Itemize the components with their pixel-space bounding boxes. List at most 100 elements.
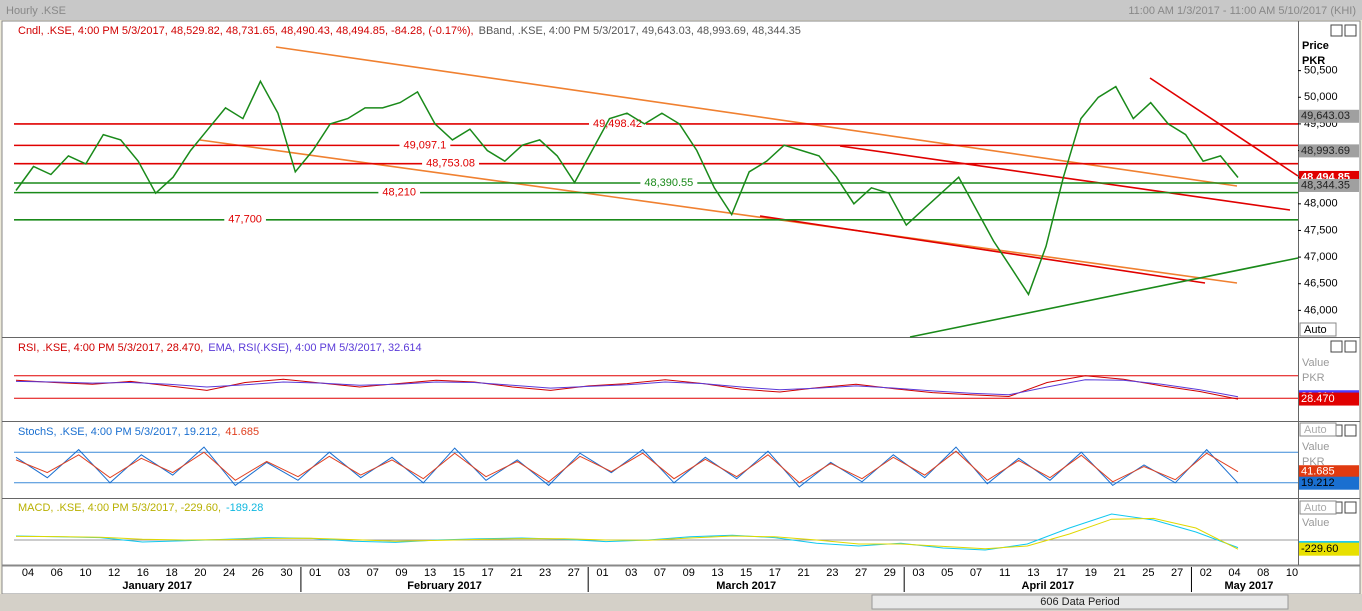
y-tick-label: 46,000 <box>1304 304 1338 316</box>
window-title: Hourly .KSE <box>6 5 66 17</box>
scroll-thumb[interactable] <box>871 594 1289 610</box>
month-label: February 2017 <box>407 580 482 592</box>
legend-text: StochS, .KSE, 4:00 PM 5/3/2017, 19.212, <box>18 426 220 438</box>
series-line <box>15 79 1239 297</box>
x-tick-label: 15 <box>453 567 465 579</box>
level-label-bg <box>224 213 266 226</box>
legend-text: EMA, RSI(.KSE), 4:00 PM 5/3/2017, 32.614 <box>208 342 421 354</box>
x-tick-label: 16 <box>137 567 149 579</box>
month-label: January 2017 <box>122 580 192 592</box>
value-marker <box>1299 144 1359 158</box>
level-label-bg <box>640 177 698 190</box>
axis-title: PKR <box>1302 456 1325 468</box>
x-tick-label: 17 <box>482 567 494 579</box>
x-tick-label: 26 <box>252 567 264 579</box>
x-tick-label: 03 <box>625 567 637 579</box>
axis-title: PKR <box>1302 372 1325 384</box>
x-tick-label: 23 <box>826 567 838 579</box>
value-marker <box>1299 465 1359 479</box>
x-tick-label: 06 <box>51 567 63 579</box>
panel-dividers <box>2 21 1360 565</box>
value-marker-label: 48,344.35 <box>1301 179 1350 191</box>
scroll-label: 606 Data Period <box>1040 596 1120 608</box>
y-tick-label: 50,500 <box>1304 65 1338 77</box>
value-marker <box>1299 109 1359 123</box>
value-marker <box>1299 392 1359 406</box>
value-marker-label: 19.212 <box>1301 477 1335 489</box>
auto-label: Auto <box>1304 324 1327 336</box>
level-label: 48,753.08 <box>426 158 475 170</box>
x-tick-label: 09 <box>395 567 407 579</box>
x-tick-label: 13 <box>711 567 723 579</box>
auto-button[interactable] <box>1299 500 1337 515</box>
window-range: 11:00 AM 1/3/2017 - 11:00 AM 5/10/2017 (… <box>1128 5 1356 17</box>
level-label: 48,390.55 <box>644 177 693 189</box>
x-tick-label: 07 <box>970 567 982 579</box>
axis-title: Price <box>1302 40 1329 52</box>
x-tick-label: 03 <box>338 567 350 579</box>
x-tick-label: 17 <box>1056 567 1068 579</box>
x-tick-label: 02 <box>1200 567 1212 579</box>
y-tick-label: 48,000 <box>1304 198 1338 210</box>
x-tick-label: 13 <box>1027 567 1039 579</box>
y-tick-label: 47,000 <box>1304 251 1338 263</box>
x-tick-label: 07 <box>367 567 379 579</box>
x-tick-label: 18 <box>166 567 178 579</box>
auto-label: Auto <box>1304 424 1327 436</box>
x-tick-label: 04 <box>1228 567 1240 579</box>
x-tick-label: 27 <box>568 567 580 579</box>
axis-title: Value <box>1302 441 1329 453</box>
level-label-bg <box>589 117 646 130</box>
x-tick-label: 21 <box>798 567 810 579</box>
x-tick-label: 10 <box>79 567 91 579</box>
x-tick-label: 25 <box>1142 567 1154 579</box>
x-tick-label: 11 <box>999 567 1010 579</box>
level-label: 49,097.1 <box>403 139 446 151</box>
value-marker-label: 48,993.69 <box>1301 145 1350 157</box>
plot-bg <box>1 20 1361 566</box>
x-tick-label: 27 <box>1171 567 1183 579</box>
value-marker-label: 49,643.03 <box>1301 110 1350 122</box>
value-marker-label: -229.60 <box>1301 543 1338 555</box>
auto-button[interactable] <box>1299 322 1337 337</box>
auto-label: Auto <box>1304 502 1327 514</box>
level-label: 48,210 <box>382 187 416 199</box>
legend-text: RSI, .KSE, 4:00 PM 5/3/2017, 28.470, <box>18 342 203 354</box>
x-tick-label: 09 <box>683 567 695 579</box>
series-line <box>15 517 1239 550</box>
y-tick-label: 46,500 <box>1304 278 1338 290</box>
level-label-bg <box>399 139 451 152</box>
value-marker <box>1299 542 1359 556</box>
x-tick-label: 03 <box>912 567 924 579</box>
x-axis-bg <box>1 565 1361 595</box>
level-label-bg <box>422 157 480 170</box>
x-tick-label: 01 <box>596 567 608 579</box>
x-tick-label: 19 <box>1085 567 1097 579</box>
value-marker-label: 28.470 <box>1301 393 1335 405</box>
legend-text: 41.685 <box>225 426 259 438</box>
legend-text: BBand, .KSE, 4:00 PM 5/3/2017, 49,643.03… <box>479 25 801 37</box>
x-tick-label: 29 <box>884 567 896 579</box>
x-tick-label: 24 <box>223 567 235 579</box>
series-line <box>15 379 1239 398</box>
legend-text: Cndl, .KSE, 4:00 PM 5/3/2017, 48,529.82,… <box>18 25 474 37</box>
axis-title: Value <box>1302 517 1329 529</box>
x-tick-label: 15 <box>740 567 752 579</box>
month-label: May 2017 <box>1224 580 1273 592</box>
auto-button[interactable] <box>1299 422 1337 437</box>
x-tick-label: 10 <box>1286 567 1298 579</box>
x-tick-label: 05 <box>941 567 953 579</box>
x-tick-label: 01 <box>309 567 321 579</box>
legend-text: MACD, .KSE, 4:00 PM 5/3/2017, -229.60, <box>18 502 221 514</box>
level-label: 47,700 <box>228 214 262 226</box>
legend-text: -189.28 <box>226 502 263 514</box>
x-tick-label: 20 <box>194 567 206 579</box>
y-tick-label: 49,500 <box>1304 118 1338 130</box>
x-tick-label: 30 <box>280 567 292 579</box>
value-marker <box>1299 178 1359 192</box>
series-line <box>15 450 1239 484</box>
title-bar <box>0 0 1362 20</box>
x-tick-label: 21 <box>510 567 522 579</box>
